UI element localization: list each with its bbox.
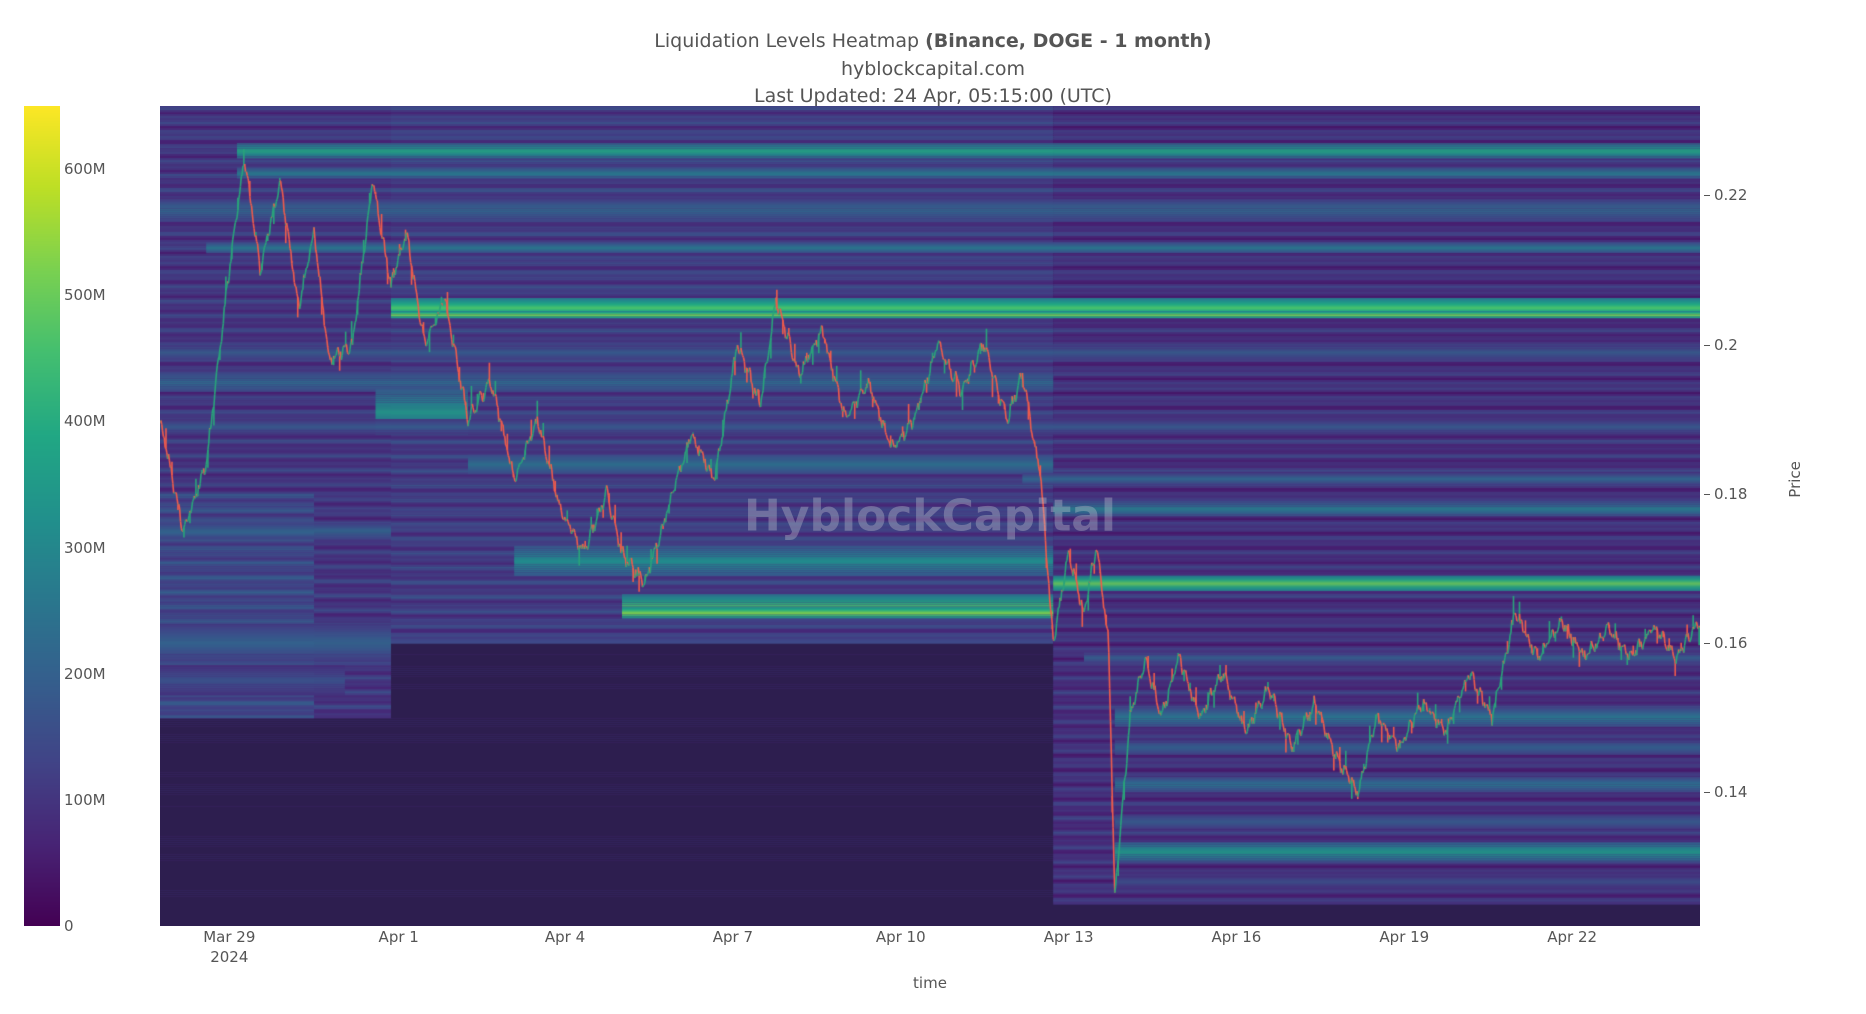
title-prefix: Liquidation Levels Heatmap: [654, 30, 925, 52]
colorbar-tick: 500M: [64, 286, 106, 304]
colorbar-tick: 0: [64, 917, 74, 935]
x-tick: Mar 292024: [203, 928, 255, 967]
y-axis-label: Price: [1786, 461, 1804, 498]
y-tick: 0.18: [1704, 485, 1747, 503]
colorbar: [24, 106, 60, 926]
x-tick: Apr 10: [876, 928, 926, 948]
x-tick: Apr 1: [379, 928, 419, 948]
x-axis-label: time: [913, 974, 947, 992]
x-tick: Apr 13: [1044, 928, 1094, 948]
chart-title-line2: hyblockcapital.com: [0, 56, 1866, 84]
colorbar-tick: 200M: [64, 665, 106, 683]
y-tick: 0.22: [1704, 186, 1747, 204]
x-tick: Apr 7: [713, 928, 753, 948]
colorbar-tick: 300M: [64, 539, 106, 557]
chart-title-line1: Liquidation Levels Heatmap (Binance, DOG…: [0, 28, 1866, 56]
colorbar-tick: 600M: [64, 160, 106, 178]
colorbar-canvas: [24, 106, 60, 926]
title-bold: (Binance, DOGE - 1 month): [925, 30, 1212, 52]
chart-title-block: Liquidation Levels Heatmap (Binance, DOG…: [0, 0, 1866, 111]
x-tick: Apr 19: [1379, 928, 1429, 948]
x-tick: Apr 16: [1212, 928, 1262, 948]
heatmap-plot-area: HyblockCapital: [160, 106, 1700, 926]
x-tick: Apr 22: [1547, 928, 1597, 948]
y-tick: 0.2: [1704, 336, 1738, 354]
heatmap-canvas: [160, 106, 1700, 926]
colorbar-tick: 400M: [64, 412, 106, 430]
x-tick: Apr 4: [545, 928, 585, 948]
y-tick: 0.16: [1704, 634, 1747, 652]
y-tick: 0.14: [1704, 783, 1747, 801]
colorbar-tick: 100M: [64, 791, 106, 809]
